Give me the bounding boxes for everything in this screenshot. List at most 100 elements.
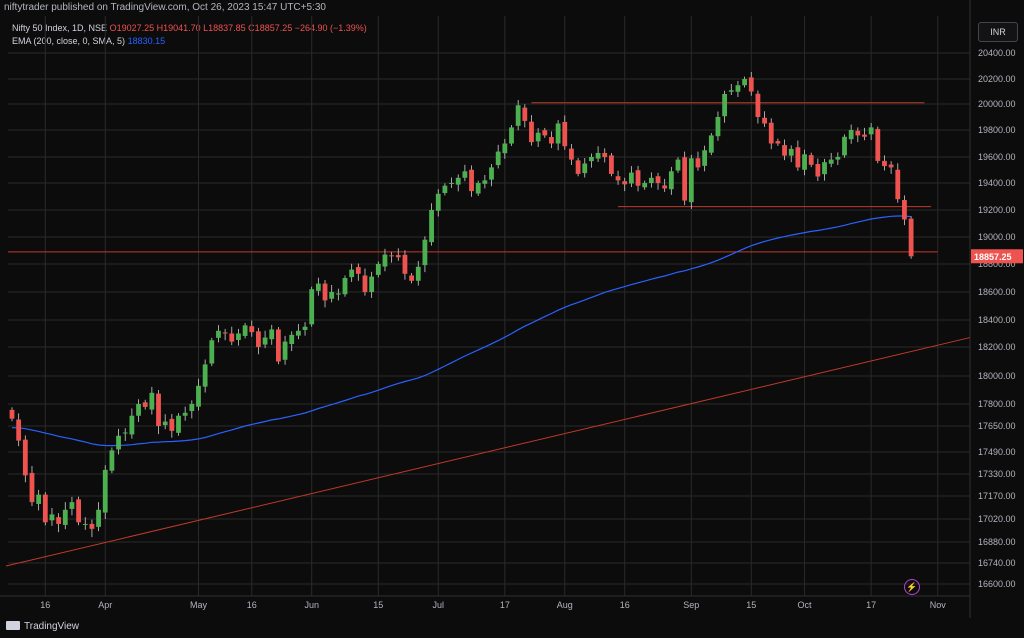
candle-body: [502, 143, 508, 154]
candle-body: [149, 392, 155, 410]
x-tick-label: Nov: [930, 600, 947, 610]
candle-body: [775, 141, 781, 144]
candle-body: [762, 117, 767, 124]
candle-body: [375, 264, 381, 275]
candle-body: [156, 393, 161, 426]
candle-body: [815, 164, 821, 177]
y-tick-label: 16880.00: [978, 537, 1016, 547]
x-tick-label: Oct: [798, 600, 813, 610]
symbol-label[interactable]: Nifty 50 Index, 1D, NSE: [12, 23, 108, 33]
candle-body: [335, 293, 341, 295]
candle-body: [202, 364, 208, 387]
candle-body: [402, 254, 408, 274]
candle-body: [329, 292, 335, 299]
candle-body: [895, 169, 901, 200]
candle-body: [136, 404, 141, 416]
candle-body: [62, 509, 68, 525]
candle-body: [462, 171, 468, 178]
candle-body: [196, 385, 201, 407]
candle-body: [802, 154, 807, 170]
candle-body: [902, 200, 907, 220]
currency-button[interactable]: INR: [978, 22, 1018, 42]
candle-body: [122, 432, 128, 434]
candle-body: [595, 152, 601, 159]
price-chart[interactable]: 16600.00 16740.00 16880.00 17020.00 17170.00…: [0, 0, 1024, 618]
y-tick-label: 17800.00: [978, 399, 1016, 409]
y-tick-label: 19800.00: [978, 125, 1016, 135]
candle-body: [535, 132, 541, 142]
y-tick-label: 18600.00: [978, 287, 1016, 297]
x-tick-label: Sep: [683, 600, 699, 610]
candle-body: [522, 107, 528, 121]
tradingview-logo-icon: [6, 621, 20, 630]
y-tick-label: 20400.00: [978, 48, 1016, 58]
candle-body: [868, 127, 874, 135]
candle-body: [129, 415, 135, 435]
candle-body: [89, 523, 95, 529]
y-tick-label: 19600.00: [978, 152, 1016, 162]
y-tick-label: 16740.00: [978, 558, 1016, 568]
last-price-label: 18857.25: [974, 252, 1012, 262]
candle-body: [475, 183, 481, 194]
candle-body: [589, 157, 594, 162]
ema-label[interactable]: EMA (200, close, 0, SMA, 5): [12, 36, 126, 46]
candle-body: [69, 502, 75, 509]
ema-line: [11, 215, 912, 447]
tradingview-brand: TradingView: [24, 621, 80, 632]
candle-body: [435, 193, 441, 211]
candle-body: [755, 93, 761, 117]
y-tick-label: 17020.00: [978, 514, 1016, 524]
candle-body: [848, 130, 854, 140]
ema-value: 18830.15: [127, 36, 166, 46]
x-tick-label: 16: [620, 600, 630, 610]
x-tick-label: 17: [866, 600, 876, 610]
candle-body: [615, 176, 621, 181]
candle-body: [429, 210, 434, 243]
candle-body: [662, 185, 668, 189]
candle-body: [695, 158, 701, 168]
y-tick-label: 17650.00: [978, 421, 1016, 431]
candle-body: [269, 329, 275, 340]
candle-body: [76, 499, 81, 523]
replay-icon[interactable]: ⚡: [904, 579, 920, 595]
candle-body: [315, 283, 321, 291]
candle-body: [56, 517, 62, 524]
candle-body: [555, 123, 561, 144]
candle-body: [322, 283, 328, 301]
candle-body: [369, 276, 375, 292]
candle-body: [515, 105, 521, 126]
candle-body: [842, 136, 847, 156]
candle-body: [295, 330, 301, 336]
candle-body: [908, 218, 914, 257]
candle-body: [668, 171, 674, 190]
candle-body: [828, 159, 834, 164]
y-tick-label: 17330.00: [978, 469, 1016, 479]
candle-body: [702, 150, 708, 166]
candle-body: [395, 255, 401, 258]
x-tick-label: May: [190, 600, 208, 610]
candle-body: [102, 469, 108, 513]
candle-body: [862, 134, 867, 137]
candle-body: [276, 329, 281, 362]
candle-body: [96, 509, 101, 527]
candle-body: [882, 160, 887, 167]
candle-body: [888, 164, 894, 168]
candle-body: [9, 409, 15, 419]
y-tick-label: 16600.00: [978, 579, 1016, 589]
candle-body: [242, 325, 248, 336]
chart-legend: Nifty 50 Index, 1D, NSE O19027.25 H19041…: [12, 22, 367, 48]
candle-body: [489, 167, 494, 180]
candle-body: [742, 79, 747, 86]
candle-body: [256, 331, 261, 347]
y-tick-label: 18200.00: [978, 342, 1016, 352]
candle-body: [442, 185, 448, 193]
candle-body: [209, 340, 215, 364]
candle-body: [708, 135, 714, 153]
x-tick-label: 17: [500, 600, 510, 610]
candle-body: [216, 330, 221, 338]
y-tick-label: 19200.00: [978, 205, 1016, 215]
candle-body: [728, 90, 734, 92]
candle-body: [109, 450, 115, 471]
candle-body: [82, 523, 88, 525]
candle-body: [169, 418, 175, 431]
